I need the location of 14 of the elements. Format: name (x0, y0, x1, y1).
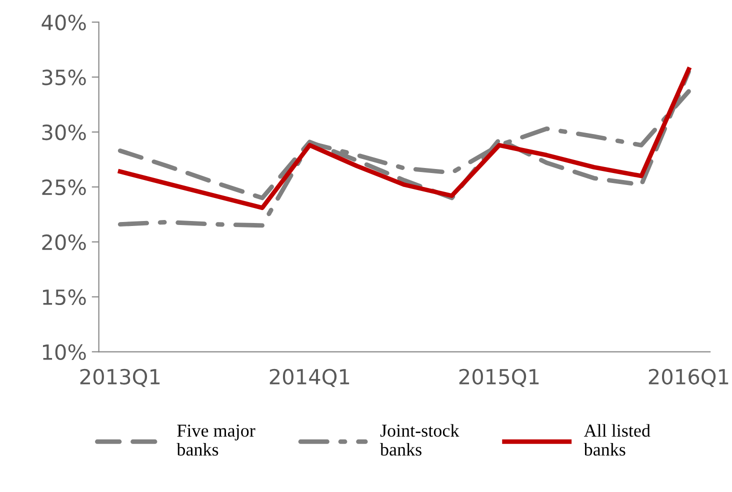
x-tick-label: 2013Q1 (80, 368, 160, 387)
legend-label: Five major banks (176, 424, 256, 456)
y-tick-label: 15% (43, 289, 86, 306)
y-tick-label: 30% (42, 124, 86, 140)
x-tick-label: 2014Q1 (270, 368, 350, 387)
y-tick-label: 40% (42, 14, 86, 30)
y-tick-label: 35% (42, 70, 86, 86)
legend-label: All listed banks (584, 424, 650, 456)
x-tick-label: 2015Q1 (459, 368, 539, 387)
y-tick-label: 20% (42, 234, 86, 250)
legend-label: Joint-stock banks (380, 424, 460, 456)
x-tick-label: 2016Q1 (648, 368, 728, 387)
y-tick-label: 25% (42, 179, 86, 196)
y-tick-label: 10% (43, 344, 86, 360)
